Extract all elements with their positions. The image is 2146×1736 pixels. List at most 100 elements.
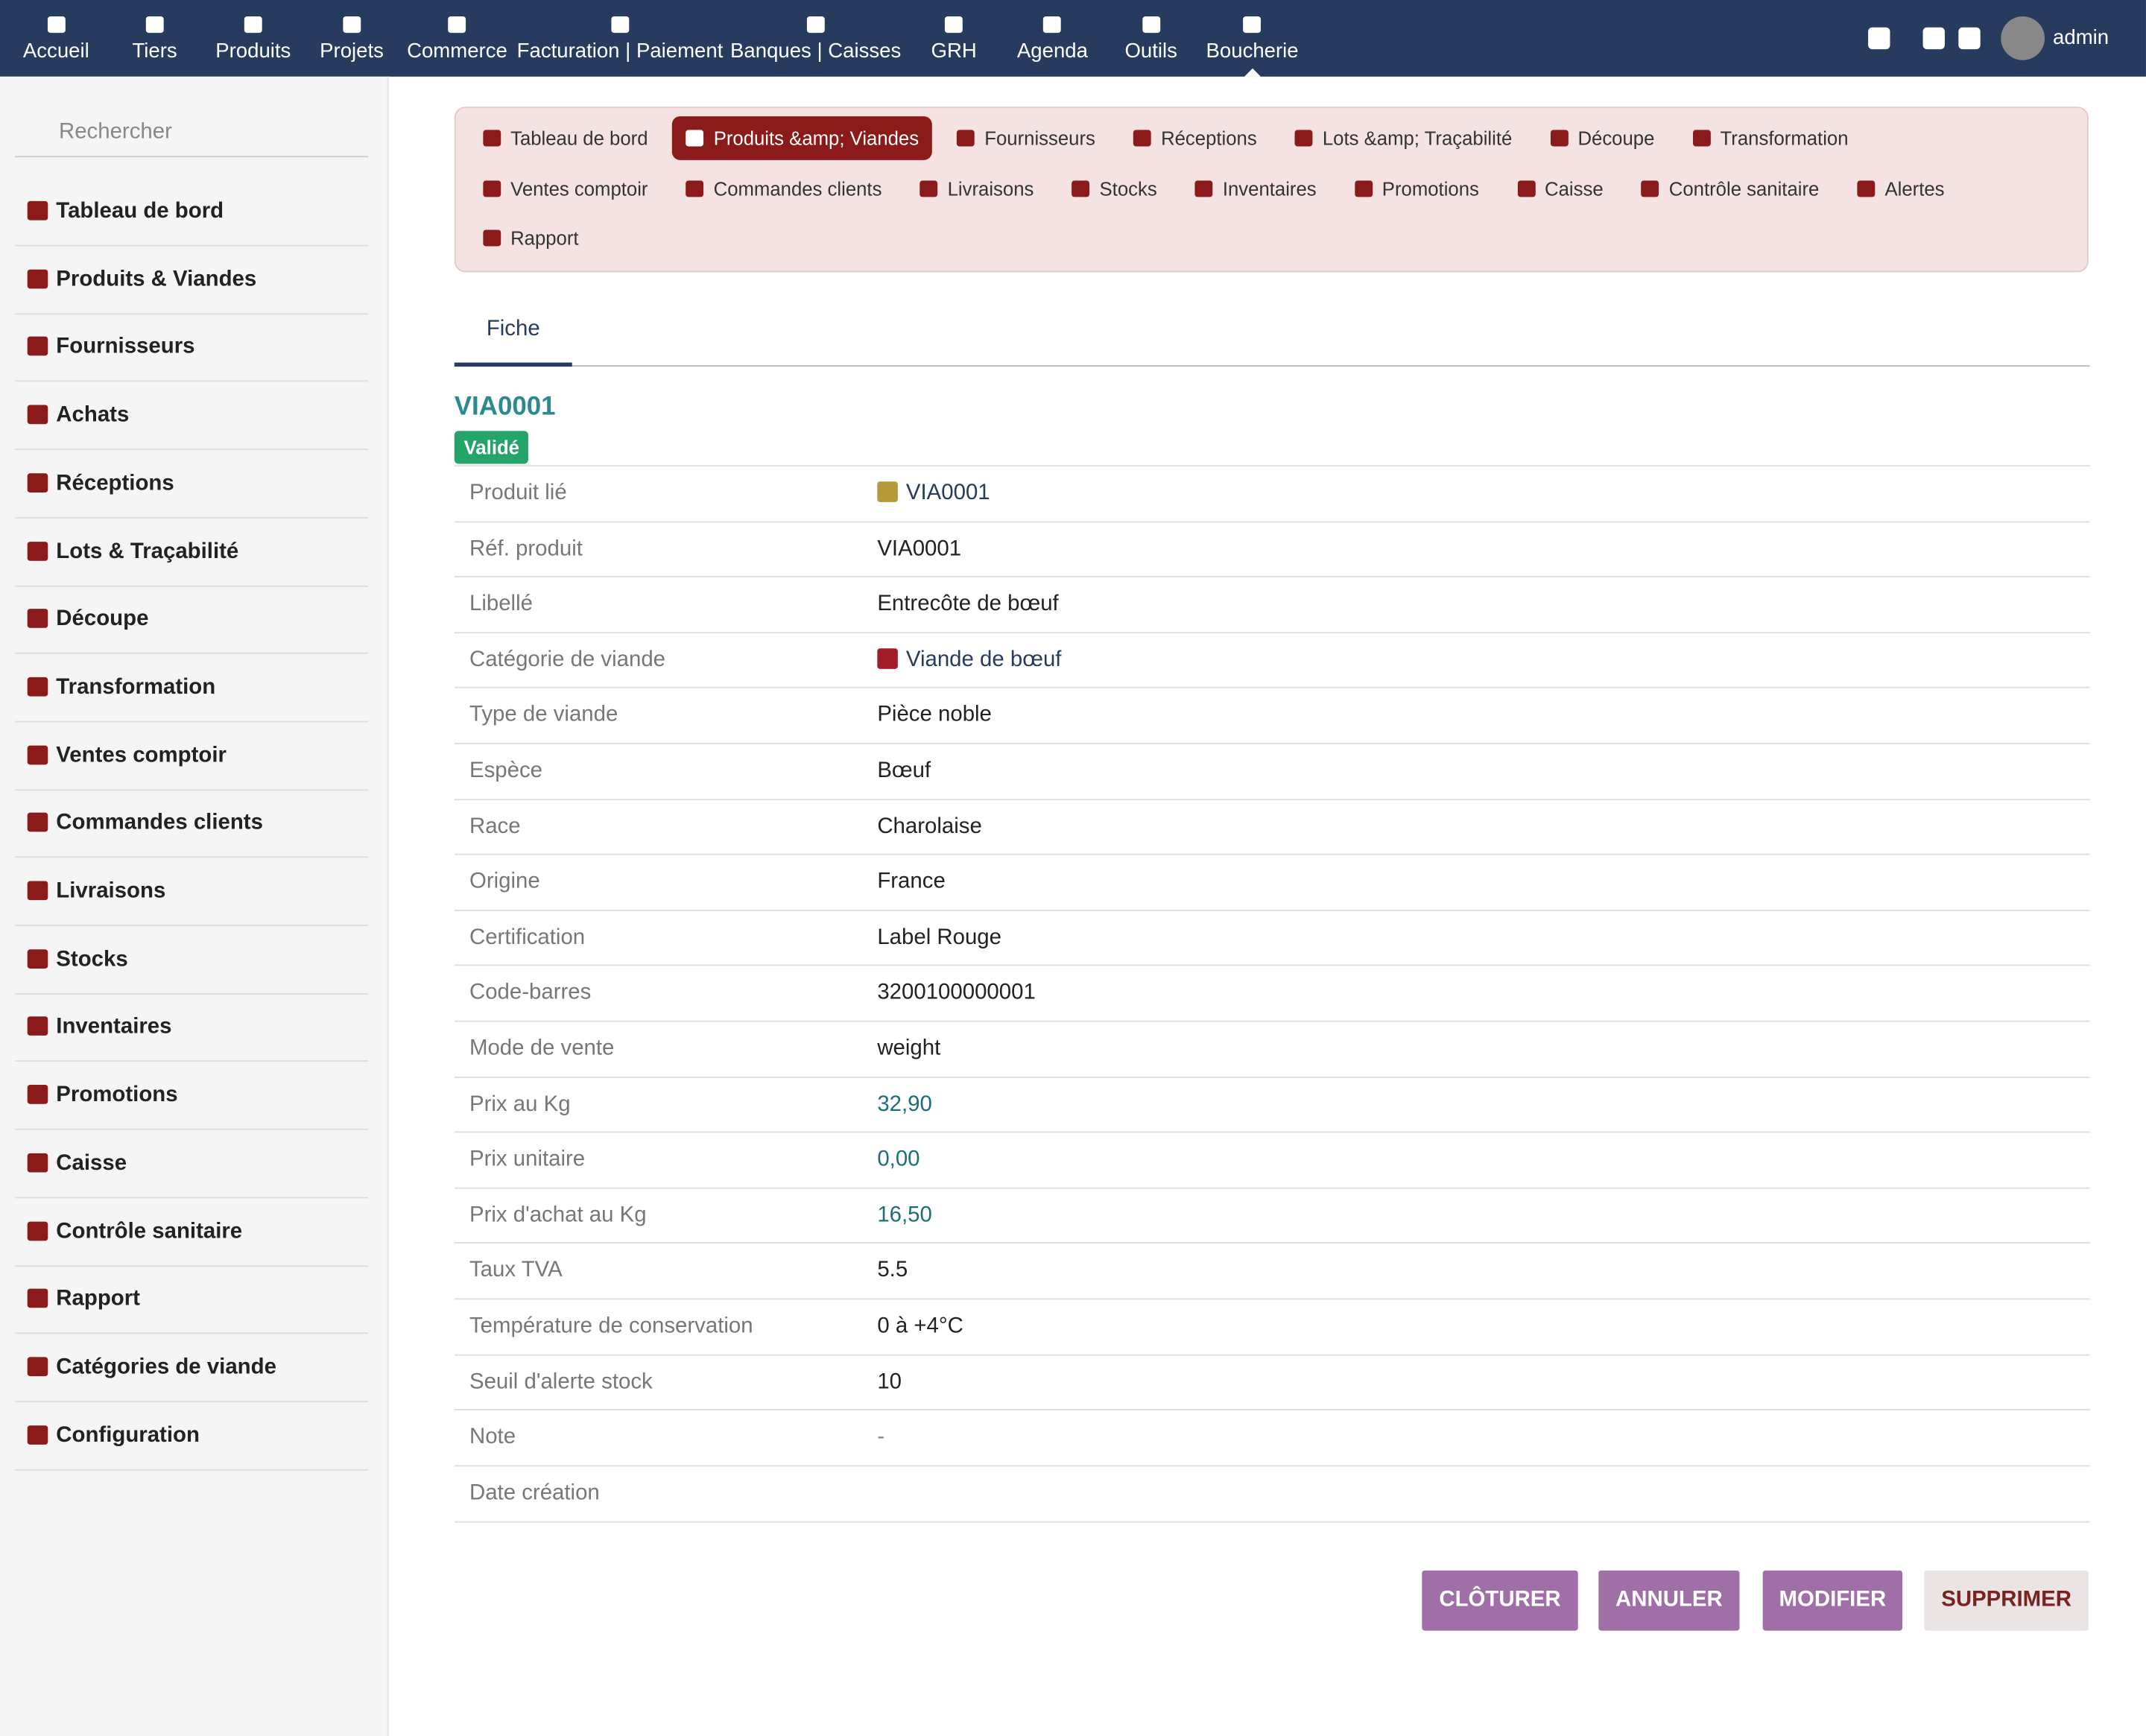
field-value-text: Pièce noble	[877, 703, 992, 727]
module-tab[interactable]: Contrôle sanitaire	[1628, 166, 1833, 210]
nav-item[interactable]: Boucherie	[1206, 0, 1299, 77]
sidebar-label: Livraisons	[56, 879, 166, 903]
module-tab-label: Tableau de bord	[510, 127, 648, 150]
sidebar-item[interactable]: Réceptions	[15, 450, 369, 519]
module-tab[interactable]: Découpe	[1536, 116, 1668, 160]
field-value-text: 10	[877, 1370, 902, 1394]
field-value-text: 3200100000001	[877, 981, 1036, 1005]
action-button[interactable]: CLÔTURER	[1422, 1570, 1578, 1631]
module-tab[interactable]: Rapport	[469, 216, 592, 260]
sidebar-item[interactable]: Ventes comptoir	[15, 722, 369, 791]
module-tab-label: Rapport	[510, 226, 579, 250]
module-tab-icon	[686, 180, 704, 197]
sidebar-item[interactable]: Commandes clients	[15, 790, 369, 858]
field-row: Libellé Entrecôte de bœuf	[454, 576, 2090, 632]
sidebar-item[interactable]: Promotions	[15, 1062, 369, 1130]
sidebar-item[interactable]: Tableau de bord	[15, 178, 369, 247]
nav-icon	[47, 16, 66, 34]
sidebar-item[interactable]: Rapport	[15, 1266, 369, 1334]
module-tab[interactable]: Stocks	[1058, 166, 1171, 210]
field-row: Certification Label Rouge	[454, 909, 2090, 966]
action-button[interactable]: SUPPRIMER	[1924, 1570, 2089, 1631]
module-tab[interactable]: Caisse	[1504, 166, 1617, 210]
sidebar-item[interactable]: Configuration	[15, 1401, 369, 1471]
module-tab[interactable]: Commandes clients	[673, 166, 896, 210]
action-button[interactable]: ANNULER	[1598, 1570, 1740, 1631]
user-name: admin	[2053, 25, 2109, 50]
field-value-text: VIA0001	[877, 536, 962, 561]
sidebar-item[interactable]: Transformation	[15, 653, 369, 723]
module-tab-label: Livraisons	[947, 177, 1034, 200]
sidebar-label: Rapport	[56, 1287, 140, 1311]
module-tab[interactable]: Promotions	[1341, 166, 1493, 210]
field-value: Entrecôte de bœuf	[877, 577, 1058, 632]
sidebar-item[interactable]: Catégories de viande	[15, 1334, 369, 1402]
field-value-text: 0 à +4°C	[877, 1314, 963, 1338]
module-tab-icon	[1642, 180, 1659, 197]
field-value-text: 5.5	[877, 1258, 908, 1283]
field-row: Réf. produit VIA0001	[454, 520, 2090, 577]
nav-item[interactable]: Outils	[1124, 0, 1177, 77]
sidebar-icon	[27, 1016, 48, 1036]
module-tab-icon	[1195, 180, 1214, 197]
top-icon[interactable]	[1868, 27, 1890, 50]
search-box[interactable]: Rechercher	[15, 110, 369, 158]
module-tab[interactable]: Alertes	[1843, 166, 1958, 210]
module-tab[interactable]: Lots &amp; Traçabilité	[1282, 116, 1526, 160]
user-menu[interactable]: admin	[2001, 16, 2109, 60]
field-label: Prix unitaire	[469, 1147, 586, 1172]
sidebar-item[interactable]: Produits & Viandes	[15, 246, 369, 314]
field-value: 5.5	[877, 1244, 908, 1299]
nav-icon	[806, 16, 825, 34]
sidebar-item[interactable]: Lots & Traçabilité	[15, 518, 369, 586]
action-button[interactable]: MODIFIER	[1762, 1570, 1903, 1631]
sidebar-item[interactable]: Découpe	[15, 586, 369, 655]
module-tab-icon	[483, 180, 501, 197]
module-tab-icon	[483, 229, 501, 247]
field-value: Bœuf	[877, 744, 931, 799]
nav-item[interactable]: Tiers	[132, 0, 177, 77]
nav-item[interactable]: Banques | Caisses	[730, 0, 901, 77]
nav-icon	[448, 16, 466, 34]
sidebar-item[interactable]: Contrôle sanitaire	[15, 1198, 369, 1267]
avatar	[2001, 16, 2045, 60]
field-value[interactable]: VIA0001	[877, 466, 990, 521]
field-value-text: Entrecôte de bœuf	[877, 592, 1059, 616]
nav-item[interactable]: GRH	[931, 0, 977, 77]
sidebar-item[interactable]: Inventaires	[15, 994, 369, 1062]
nav-icon	[945, 16, 963, 34]
field-value: France	[877, 855, 945, 910]
module-tab[interactable]: Fournisseurs	[943, 116, 1109, 160]
module-tab[interactable]: Transformation	[1679, 116, 1861, 160]
module-tab-icon	[1355, 180, 1373, 197]
sidebar-item[interactable]: Livraisons	[15, 858, 369, 927]
nav-item[interactable]: Projets	[320, 0, 384, 77]
nav-item[interactable]: Agenda	[1017, 0, 1088, 77]
module-tab[interactable]: Produits &amp; Viandes	[672, 116, 933, 160]
module-tab-icon	[483, 130, 501, 147]
field-row: Espèce Bœuf	[454, 743, 2090, 799]
field-value[interactable]: Viande de bœuf	[877, 633, 1061, 688]
record-ref: VIA0001	[454, 392, 556, 422]
module-tab[interactable]: Réceptions	[1120, 116, 1270, 160]
sidebar-label: Tableau de bord	[56, 200, 224, 224]
field-value: 0,00	[877, 1133, 920, 1188]
top-icon[interactable]	[1922, 27, 1945, 50]
sidebar-item[interactable]: Caisse	[15, 1130, 369, 1199]
top-icon[interactable]	[1958, 27, 1981, 50]
module-tab[interactable]: Tableau de bord	[469, 116, 662, 160]
nav-item[interactable]: Produits	[215, 0, 291, 77]
module-tab[interactable]: Ventes comptoir	[469, 166, 662, 210]
field-label: Seuil d'alerte stock	[469, 1370, 653, 1394]
tab[interactable]: Fiche	[454, 304, 572, 367]
sidebar-item[interactable]: Stocks	[15, 925, 369, 995]
sidebar-item[interactable]: Fournisseurs	[15, 314, 369, 382]
field-label: Température de conservation	[469, 1314, 753, 1338]
sidebar-item[interactable]: Achats	[15, 381, 369, 451]
nav-item[interactable]: Commerce	[407, 0, 507, 77]
field-value-text: 16,50	[877, 1203, 932, 1227]
nav-item[interactable]: Facturation | Paiement	[517, 0, 723, 77]
nav-item[interactable]: Accueil	[23, 0, 89, 77]
module-tab[interactable]: Livraisons	[906, 166, 1047, 210]
module-tab[interactable]: Inventaires	[1182, 166, 1330, 210]
